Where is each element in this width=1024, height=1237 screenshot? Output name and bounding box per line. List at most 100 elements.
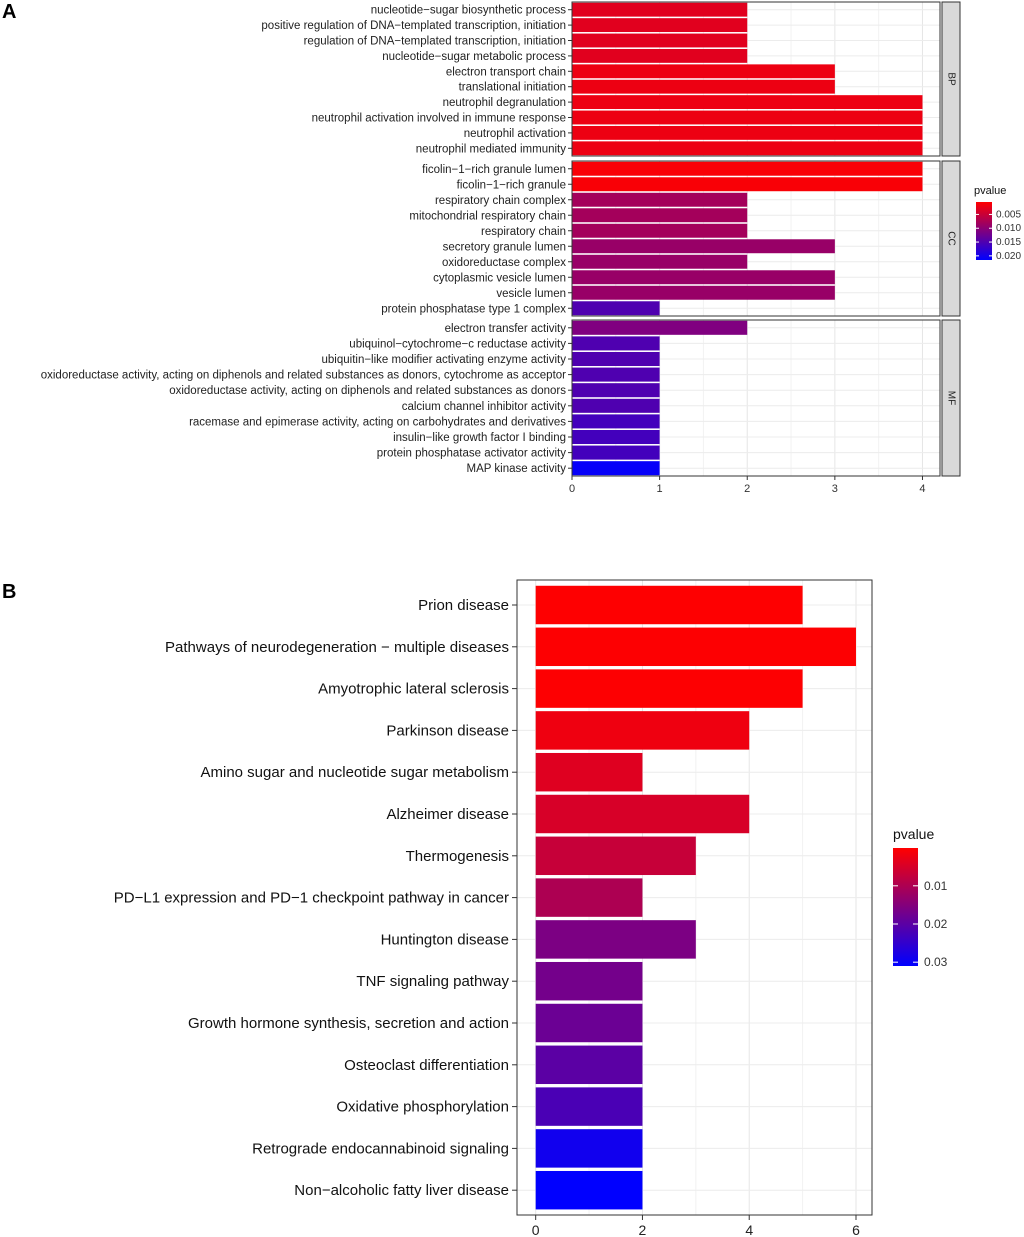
- panel-a-term-label: positive regulation of DNA−templated tra…: [261, 20, 566, 32]
- panel-b-legend-tick-label: 0.01: [924, 879, 948, 893]
- panel-a-bar: [572, 33, 748, 48]
- panel-a-legend-tick-label: 0.010: [996, 223, 1021, 234]
- panel-a-bar: [572, 254, 748, 269]
- panel-a-bar: [572, 110, 923, 125]
- panel-a-term-label: mitochondrial respiratory chain: [409, 210, 566, 222]
- panel-b-pathway-label: TNF signaling pathway: [356, 973, 509, 990]
- panel-a-letter: A: [2, 1, 16, 23]
- panel-a-term-label: racemase and epimerase activity, acting …: [189, 416, 566, 428]
- panel-a-term-label: electron transfer activity: [445, 323, 567, 335]
- panel-a-bar: [572, 177, 923, 192]
- panel-a-x-tick-label: 1: [657, 483, 663, 495]
- panel-b-pathway-label: Parkinson disease: [386, 722, 509, 739]
- panel-a-bar: [572, 125, 923, 140]
- panel-a-legend-tick-label: 0.005: [996, 209, 1021, 220]
- panel-a-term-label: secretory granule lumen: [443, 241, 566, 253]
- panel-a-bar: [572, 239, 835, 254]
- panel-a-bar: [572, 141, 923, 156]
- panel-a-chart: A nucleotide−sugar biosynthetic process p…: [2, 1, 1021, 495]
- panel-a-facet-mf: electron transfer activity ubiquinol−cyto…: [41, 319, 961, 477]
- panel-b-bar: [535, 752, 643, 792]
- panel-a-bar: [572, 18, 748, 33]
- panel-b-bar: [535, 794, 750, 834]
- panel-a-term-label: ubiquitin−like modifier activating enzym…: [322, 354, 567, 366]
- panel-a-bar: [572, 445, 660, 460]
- panel-a-term-label: oxidoreductase activity, acting on diphe…: [169, 385, 566, 397]
- panel-a-term-label: neutrophil mediated immunity: [416, 143, 566, 155]
- panel-a-legend-title: pvalue: [974, 185, 1006, 197]
- panel-a-strip: [941, 319, 961, 477]
- panel-a-strip: [941, 160, 961, 317]
- panel-a-legend-tick-label: 0.015: [996, 237, 1021, 248]
- panel-b-x-tick-label: 6: [852, 1222, 860, 1237]
- panel-a-strip-label: MF: [945, 391, 956, 405]
- panel-a-bar: [572, 301, 660, 316]
- panel-a-term-label: protein phosphatase activator activity: [377, 448, 566, 460]
- panel-b-bar: [535, 711, 750, 750]
- panel-b-pathway-label: Thermogenesis: [406, 848, 509, 865]
- panel-b-legend-tick-label: 0.02: [924, 917, 948, 931]
- panel-a-bar: [572, 429, 660, 445]
- panel-b-bar: [535, 669, 803, 708]
- panel-a-bar: [572, 208, 748, 223]
- panel-a-term-label: respiratory chain: [481, 226, 566, 238]
- panel-b-pathway-label: Osteoclast differentiation: [344, 1057, 509, 1074]
- panel-a-bar: [572, 414, 660, 429]
- panel-b-letter: B: [2, 581, 16, 603]
- panel-a-bar: [572, 320, 748, 335]
- panel-b-bar: [535, 1170, 643, 1210]
- panel-b-bar: [535, 961, 643, 1001]
- panel-b-x-tick-label: 0: [532, 1222, 540, 1237]
- panel-a-bar: [572, 223, 748, 238]
- panel-a-term-label: ubiquinol−cytochrome−c reductase activit…: [349, 338, 566, 350]
- panel-a-term-label: nucleotide−sugar biosynthetic process: [371, 5, 567, 17]
- panel-b-pathway-label: Pathways of neurodegeneration − multiple…: [165, 639, 509, 656]
- panel-b-bar: [535, 585, 803, 625]
- panel-a-term-label: nucleotide−sugar metabolic process: [382, 51, 566, 63]
- panel-a-bar: [572, 270, 835, 285]
- panel-a-facet-border: [571, 319, 941, 477]
- panel-b-pathway-label: Alzheimer disease: [386, 806, 509, 823]
- panel-a-term-label: MAP kinase activity: [467, 463, 567, 475]
- panel-b-pathway-label: Non−alcoholic fatty liver disease: [294, 1182, 509, 1199]
- panel-a-bar: [572, 161, 923, 176]
- panel-a-bar: [572, 285, 835, 300]
- panel-b-plot-area: [517, 580, 872, 1215]
- panel-a-term-label: neutrophil degranulation: [443, 97, 566, 109]
- panel-a-bar: [572, 367, 660, 382]
- panel-b-chart: B Prion disease Pathways of neurodegenera…: [2, 579, 948, 1237]
- panel-a-facet-cc: ficolin−1−rich granule lumen ficolin−1−ri…: [381, 160, 961, 317]
- panel-b-bar: [535, 627, 856, 667]
- panel-a-facet-border: [571, 1, 941, 157]
- panel-a-term-label: ficolin−1−rich granule lumen: [422, 164, 566, 176]
- panel-b-legend-tick-label: 0.03: [924, 955, 948, 969]
- panel-a-strip-label: CC: [945, 231, 956, 245]
- panel-a-term-label: respiratory chain complex: [435, 195, 566, 207]
- panel-a-term-label: ficolin−1−rich granule: [457, 179, 566, 191]
- panel-a-x-tick-label: 3: [832, 483, 838, 495]
- panel-b-bar: [535, 1129, 643, 1168]
- panel-a-bar: [572, 79, 835, 94]
- panel-a-term-label: translational initiation: [459, 82, 566, 94]
- panel-a-term-label: oxidoreductase activity, acting on diphe…: [41, 370, 566, 382]
- panel-a-facet-border: [571, 160, 941, 317]
- panel-a-term-label: cytoplasmic vesicle lumen: [433, 272, 566, 284]
- panel-a-bar: [572, 398, 660, 413]
- panel-a-bar: [572, 95, 923, 110]
- panel-b-bar: [535, 1003, 643, 1043]
- panel-a-term-label: neutrophil activation involved in immune…: [312, 113, 566, 125]
- panel-a-x-tick-label: 4: [919, 483, 925, 495]
- panel-a-term-label: neutrophil activation: [464, 128, 566, 140]
- panel-b-colorbar: [893, 848, 918, 966]
- panel-a-facet-bp: nucleotide−sugar biosynthetic process pos…: [261, 1, 961, 157]
- panel-b-legend-title: pvalue: [893, 826, 934, 842]
- panel-b-bar: [535, 1087, 643, 1126]
- panel-b-pathway-label: Amyotrophic lateral sclerosis: [318, 681, 509, 698]
- panel-a-bar: [572, 48, 748, 63]
- panel-b-x-tick-label: 2: [639, 1222, 647, 1237]
- panel-a-colorbar: [976, 202, 992, 260]
- panel-a-term-label: protein phosphatase type 1 complex: [381, 303, 566, 315]
- panel-b-plot-border: [516, 579, 873, 1216]
- panel-a-term-label: vesicle lumen: [496, 288, 566, 300]
